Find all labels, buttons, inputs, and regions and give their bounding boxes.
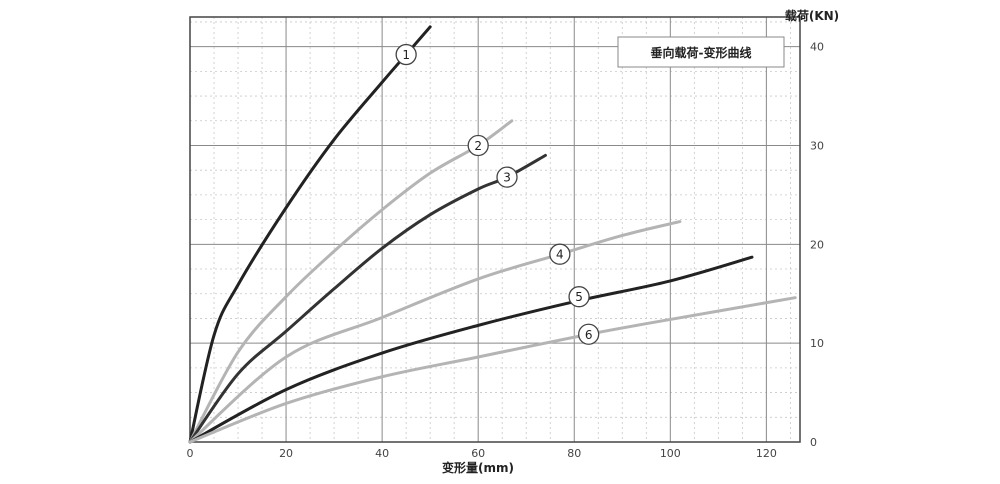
series-4-label-circle (549, 243, 571, 265)
axes: 0 20 40 60 80 100 120 0 10 20 30 40 (187, 16, 824, 460)
y-tick-label: 0 (810, 436, 817, 449)
series-5-label-circle (568, 286, 590, 308)
series-3-label-circle (496, 166, 518, 188)
series-1-label: 1 (402, 48, 410, 62)
x-tick-label: 80 (567, 447, 581, 460)
curve-labels: 1 2 3 4 5 6 (395, 43, 600, 345)
y-tick-label: 30 (810, 139, 824, 152)
series-2-label: 2 (474, 139, 482, 153)
series-2-label-circle (467, 134, 489, 157)
y-axis-title: 载荷(KN) (785, 8, 839, 23)
series (188, 25, 797, 444)
series-4-line (188, 220, 682, 444)
series-5-label: 5 (575, 290, 583, 304)
legend-box (617, 36, 785, 68)
y-tick-label: 10 (810, 337, 824, 350)
x-tick-label: 40 (375, 447, 389, 460)
y-tick-label: 20 (810, 238, 824, 251)
x-tick-label: 100 (660, 447, 681, 460)
series-5-line (188, 255, 754, 444)
series-3-line (188, 153, 547, 444)
x-axis-title: 变形量(mm) (442, 460, 514, 475)
x-tick-label: 120 (756, 447, 777, 460)
x-tick-label: 60 (471, 447, 485, 460)
plot-frame (189, 16, 801, 443)
series-6-label: 6 (585, 328, 593, 342)
series-1-label-circle (395, 43, 417, 66)
chart-title: 垂向载荷-变形曲线 (651, 45, 752, 60)
series-6-label-circle (578, 323, 600, 345)
x-tick-label: 20 (279, 447, 293, 460)
legend: 垂向载荷-变形曲线 (617, 36, 785, 68)
series-3-label: 3 (503, 171, 511, 185)
series-6-line (188, 296, 797, 444)
grid (190, 17, 800, 442)
x-tick-label: 0 (187, 447, 194, 460)
y-tick-label: 40 (810, 41, 824, 54)
series-4-label: 4 (556, 248, 564, 262)
